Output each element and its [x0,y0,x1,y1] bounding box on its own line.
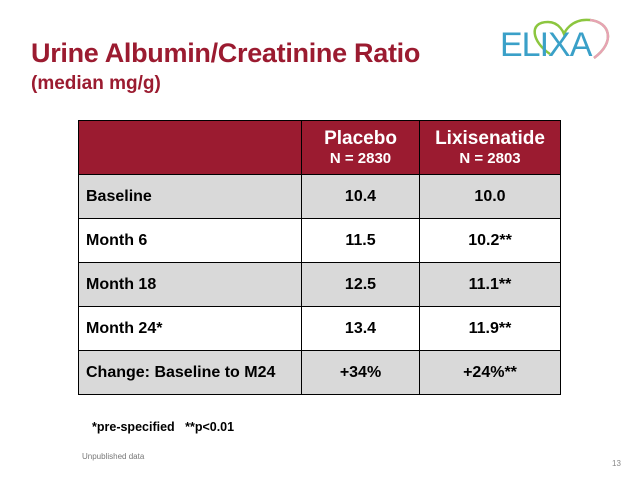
elixa-logo: ELIXA [498,12,630,72]
header-n: N = 2830 [329,149,392,167]
placebo-value: 11.5 [301,218,420,263]
row-label: Month 18 [78,262,302,307]
placebo-value: 13.4 [301,306,420,351]
lixisenatide-value: 11.1** [419,262,561,307]
row-label: Month 6 [78,218,302,263]
header-corner [78,120,302,175]
placebo-value: 10.4 [301,174,420,219]
row-label: Baseline [78,174,302,219]
slide-title: Urine Albumin/Creatinine Ratio [31,38,421,68]
header-n: N = 2803 [459,149,521,167]
placebo-value: 12.5 [301,262,420,307]
table-row: Month 18 12.5 11.1** [78,262,561,307]
uacr-table: Placebo N = 2830 Lixisenatide N = 2803 B… [78,120,561,395]
lixisenatide-value: 10.2** [419,218,561,263]
source-note: Unpublished data [82,452,145,461]
table-row: Baseline 10.4 10.0 [78,174,561,219]
table-row: Month 24* 13.4 11.9** [78,306,561,351]
row-label: Month 24* [78,306,302,351]
row-label: Change: Baseline to M24 [78,350,302,395]
footnote: *pre-specified **p<0.01 [92,420,235,434]
table-header-row: Placebo N = 2830 Lixisenatide N = 2803 [78,120,561,175]
header-label: Lixisenatide [435,127,545,149]
placebo-value: +34% [301,350,420,395]
lixisenatide-value: +24%** [419,350,561,395]
header-placebo: Placebo N = 2830 [301,120,420,175]
lixisenatide-value: 10.0 [419,174,561,219]
page-number: 13 [612,459,621,468]
slide-subtitle: (median mg/g) [31,73,161,94]
table-row: Change: Baseline to M24 +34% +24%** [78,350,561,395]
table-row: Month 6 11.5 10.2** [78,218,561,263]
header-label: Placebo [324,127,397,149]
lixisenatide-value: 11.9** [419,306,561,351]
logo-heart-swoosh-pink [589,18,610,60]
logo-wordmark: ELIXA [500,26,593,64]
header-lixisenatide: Lixisenatide N = 2803 [419,120,561,175]
